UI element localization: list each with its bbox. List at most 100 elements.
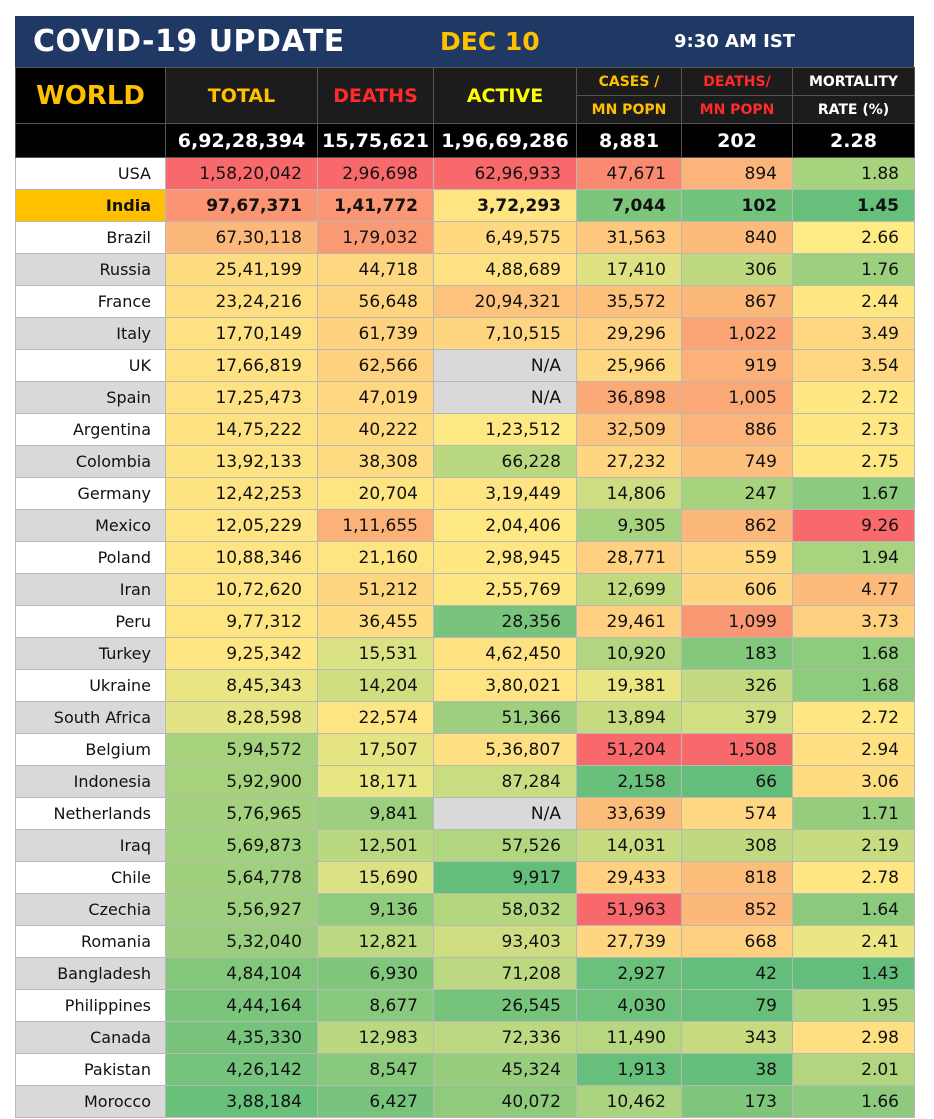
country-cell: Colombia — [15, 445, 166, 478]
total-cell: 14,75,222 — [165, 413, 318, 446]
table-row: Italy 17,70,149 61,739 7,10,515 29,296 1,022 3… — [15, 317, 915, 350]
deaths-cell: 21,160 — [317, 541, 434, 574]
active-cell: 40,072 — [433, 1085, 577, 1118]
mortality-cell: 1.67 — [792, 477, 915, 510]
cases-per-mn-cell: 47,671 — [576, 157, 682, 190]
table-row: Pakistan 4,26,142 8,547 45,324 1,913 38 2.01 — [15, 1053, 915, 1086]
cases-per-mn-cell: 27,232 — [576, 445, 682, 478]
country-cell: Pakistan — [15, 1053, 166, 1086]
total-cell: 4,84,104 — [165, 957, 318, 990]
update-date: DEC 10 — [440, 27, 540, 56]
mortality-cell: 1.45 — [792, 189, 915, 222]
deaths-per-mn-cell: 886 — [681, 413, 793, 446]
deaths-per-mn-cell: 574 — [681, 797, 793, 830]
deaths-per-mn-cell: 66 — [681, 765, 793, 798]
deaths-cell: 38,308 — [317, 445, 434, 478]
deaths-cell: 51,212 — [317, 573, 434, 606]
country-cell: Peru — [15, 605, 166, 638]
table-row: South Africa 8,28,598 22,574 51,366 13,894 37… — [15, 701, 915, 734]
cases-per-mn-cell: 25,966 — [576, 349, 682, 382]
table-row: Spain 17,25,473 47,019 N/A 36,898 1,005 2.72 — [15, 381, 915, 414]
cases-per-mn-cell: 32,509 — [576, 413, 682, 446]
active-cell: 7,10,515 — [433, 317, 577, 350]
cases-per-mn-cell: 12,699 — [576, 573, 682, 606]
cases-per-mn-cell: 36,898 — [576, 381, 682, 414]
total-header: TOTAL — [165, 67, 318, 124]
deaths-header: DEATHS — [317, 67, 434, 124]
total-cell: 10,88,346 — [165, 541, 318, 574]
deaths-cell: 47,019 — [317, 381, 434, 414]
active-cell: 51,366 — [433, 701, 577, 734]
deaths-cell: 9,841 — [317, 797, 434, 830]
active-cell: 6,49,575 — [433, 221, 577, 254]
mortality-cell: 2.01 — [792, 1053, 915, 1086]
deaths-cell: 12,821 — [317, 925, 434, 958]
cases-per-mn-cell: 13,894 — [576, 701, 682, 734]
mortality-cell: 1.71 — [792, 797, 915, 830]
deaths-per-mn-cell: 173 — [681, 1085, 793, 1118]
cases-per-mn-cell: 2,927 — [576, 957, 682, 990]
cases-per-mn-cell: 14,806 — [576, 477, 682, 510]
total-cell: 4,44,164 — [165, 989, 318, 1022]
deaths-per-mn-cell: 38 — [681, 1053, 793, 1086]
deaths-cell: 20,704 — [317, 477, 434, 510]
mortality-cell: 2.41 — [792, 925, 915, 958]
total-cell: 5,76,965 — [165, 797, 318, 830]
total-cell: 1,58,20,042 — [165, 157, 318, 190]
total-cell: 8,45,343 — [165, 669, 318, 702]
mortality-cell: 2.73 — [792, 413, 915, 446]
country-cell: Belgium — [15, 733, 166, 766]
cases-per-mn-cell: 2,158 — [576, 765, 682, 798]
deaths-per-mn-cell: 867 — [681, 285, 793, 318]
table-row: Bangladesh 4,84,104 6,930 71,208 2,927 42 1.43 — [15, 957, 915, 990]
cases-per-mn-cell: 35,572 — [576, 285, 682, 318]
deaths-cell: 2,96,698 — [317, 157, 434, 190]
cases-per-mn-cell: 1,913 — [576, 1053, 682, 1086]
table-row: France 23,24,216 56,648 20,94,321 35,572 867 2… — [15, 285, 915, 318]
active-cell: 2,04,406 — [433, 509, 577, 542]
mortality-cell: 2.72 — [792, 381, 915, 414]
deaths-cell: 12,501 — [317, 829, 434, 862]
cases-per-mn-cell: 9,305 — [576, 509, 682, 542]
active-cell: N/A — [433, 381, 577, 414]
cases-per-mn-cell: 7,044 — [576, 189, 682, 222]
active-cell: 4,88,689 — [433, 253, 577, 286]
deaths-cell: 9,136 — [317, 893, 434, 926]
world-deaths-per-mn: 202 — [681, 123, 793, 158]
cases-per-mn-cell: 29,433 — [576, 861, 682, 894]
mortality-cell: 1.66 — [792, 1085, 915, 1118]
covid-update-sheet: COVID-19 UPDATE DEC 10 9:30 AM IST WORLD… — [15, 16, 915, 1118]
table-row: Ukraine 8,45,343 14,204 3,80,021 19,381 326 1.… — [15, 669, 915, 702]
deaths-cell: 8,677 — [317, 989, 434, 1022]
cases-per-mn-cell: 4,030 — [576, 989, 682, 1022]
world-active: 1,96,69,286 — [433, 123, 577, 158]
mortality-cell: 2.66 — [792, 221, 915, 254]
country-cell: Chile — [15, 861, 166, 894]
country-cell: Canada — [15, 1021, 166, 1054]
table-row: Romania 5,32,040 12,821 93,403 27,739 668 2.41 — [15, 925, 915, 958]
deaths-cell: 22,574 — [317, 701, 434, 734]
total-cell: 67,30,118 — [165, 221, 318, 254]
mortality-cell: 3.49 — [792, 317, 915, 350]
table-row: Russia 25,41,199 44,718 4,88,689 17,410 306 1.… — [15, 253, 915, 286]
deaths-cell: 12,983 — [317, 1021, 434, 1054]
deaths-per-mn-cell: 559 — [681, 541, 793, 574]
active-cell: 20,94,321 — [433, 285, 577, 318]
deaths-per-mn-cell: 606 — [681, 573, 793, 606]
cases-per-mn-cell: 10,462 — [576, 1085, 682, 1118]
mortality-cell: 1.43 — [792, 957, 915, 990]
table-row: Peru 9,77,312 36,455 28,356 29,461 1,099 3.73 — [15, 605, 915, 638]
deaths-per-mn-cell: 1,508 — [681, 733, 793, 766]
mortality-cell: 2.98 — [792, 1021, 915, 1054]
table-row: UK 17,66,819 62,566 N/A 25,966 919 3.54 — [15, 349, 915, 382]
country-cell: Indonesia — [15, 765, 166, 798]
deaths-cell: 15,531 — [317, 637, 434, 670]
active-cell: N/A — [433, 349, 577, 382]
deaths-per-mn-cell: 379 — [681, 701, 793, 734]
active-cell: 2,98,945 — [433, 541, 577, 574]
table-row: Czechia 5,56,927 9,136 58,032 51,963 852 1.64 — [15, 893, 915, 926]
covid-stats-table: WORLD TOTAL DEATHS ACTIVE CASES / DEATHS… — [15, 67, 915, 1118]
cases-per-mn-cell: 27,739 — [576, 925, 682, 958]
total-cell: 12,42,253 — [165, 477, 318, 510]
total-cell: 97,67,371 — [165, 189, 318, 222]
